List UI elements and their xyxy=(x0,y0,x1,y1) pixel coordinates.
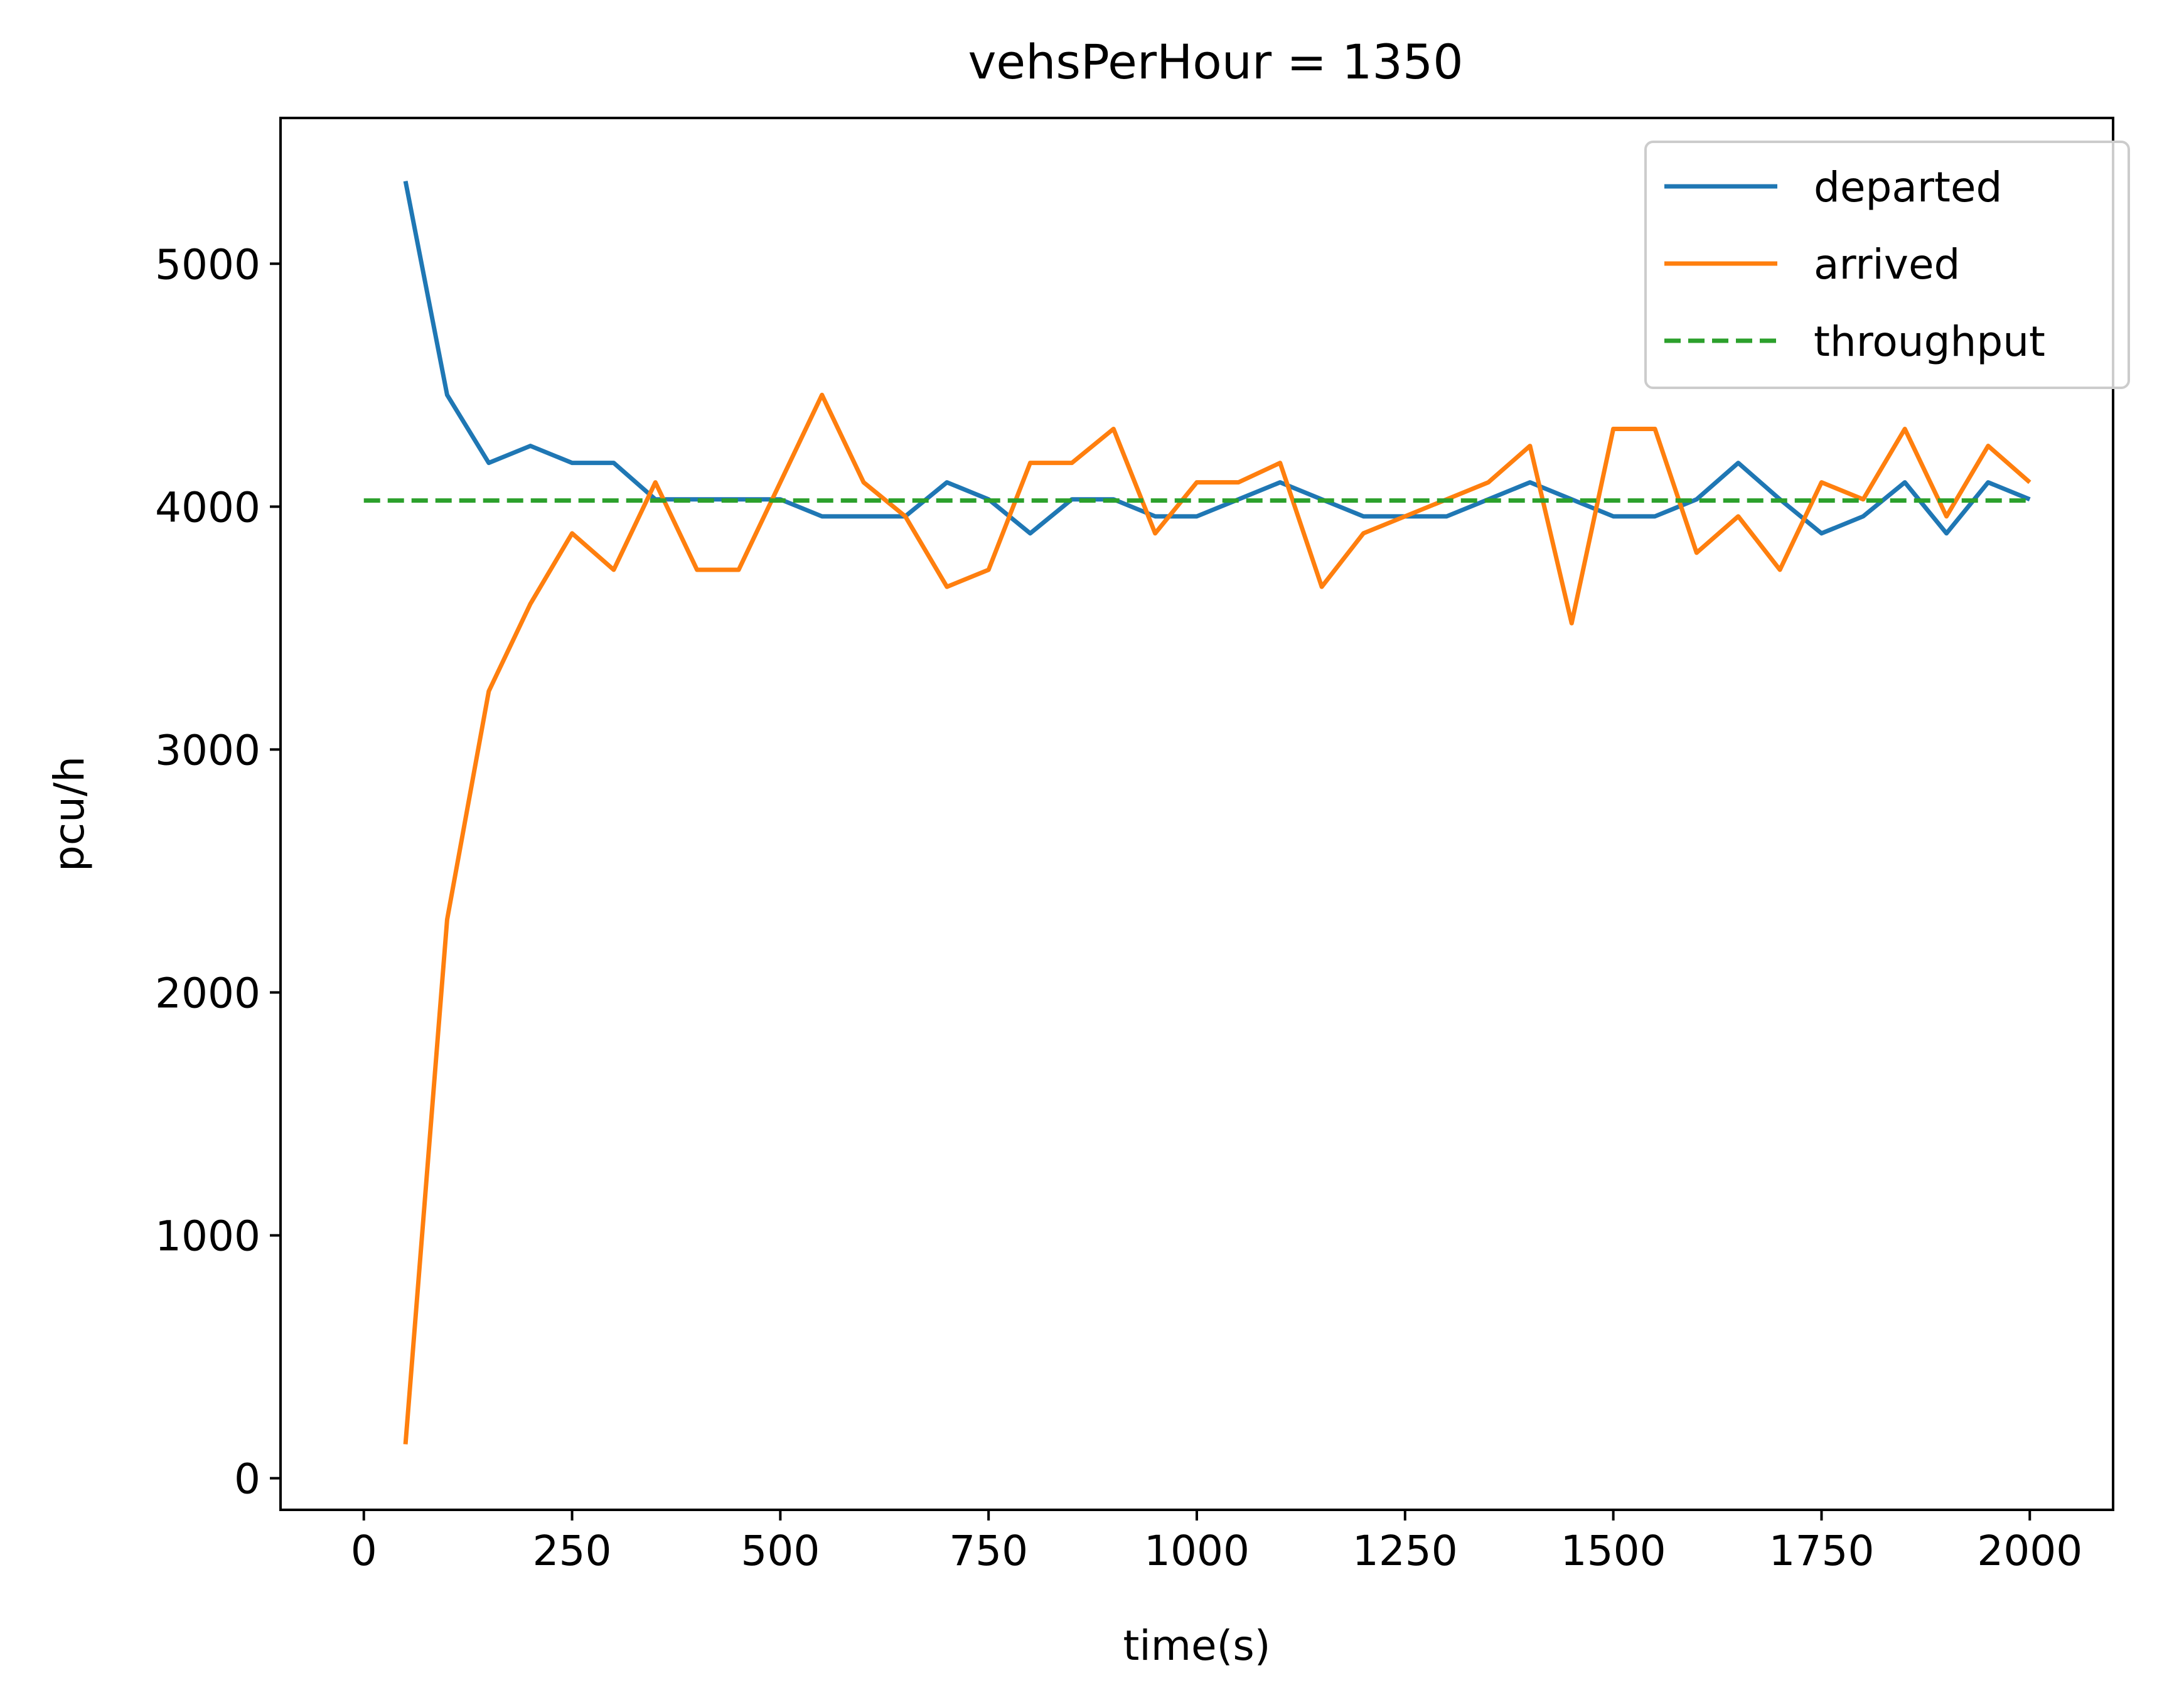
x-tick-label: 2000 xyxy=(1977,1527,2082,1575)
y-axis-label: pcu/h xyxy=(45,756,94,872)
series-line-arrived xyxy=(403,392,2031,1445)
x-axis-label: time(s) xyxy=(1123,1622,1271,1670)
x-tick-label: 750 xyxy=(949,1527,1028,1575)
y-tick-label: 5000 xyxy=(155,240,260,289)
chart-title: vehsPerHour = 1350 xyxy=(968,34,1463,90)
legend: departed arrived throughput xyxy=(1644,141,2130,389)
series-layer xyxy=(363,180,2031,1445)
x-tick-label: 1750 xyxy=(1769,1527,1874,1575)
y-tick-label: 0 xyxy=(234,1455,260,1504)
x-tick-label: 0 xyxy=(351,1527,377,1575)
y-tick-label: 3000 xyxy=(155,726,260,774)
x-tick-label: 1000 xyxy=(1144,1527,1250,1575)
y-tick-label: 4000 xyxy=(155,483,260,532)
y-axis-ticks: 0 1000 2000 3000 4000 5000 xyxy=(155,240,281,1504)
legend-label-throughput: throughput xyxy=(1814,318,2045,366)
x-axis-ticks: 0 250 500 750 1000 1250 1500 1750 2000 xyxy=(351,1510,2082,1575)
x-tick-label: 500 xyxy=(741,1527,820,1575)
y-tick-label: 2000 xyxy=(155,970,260,1018)
x-tick-label: 250 xyxy=(533,1527,612,1575)
legend-label-departed: departed xyxy=(1814,163,2002,211)
legend-label-arrived: arrived xyxy=(1814,240,1960,289)
y-tick-label: 1000 xyxy=(155,1212,260,1261)
x-tick-label: 1250 xyxy=(1352,1527,1458,1575)
x-tick-label: 1500 xyxy=(1561,1527,1666,1575)
legend-box xyxy=(1644,141,2130,389)
